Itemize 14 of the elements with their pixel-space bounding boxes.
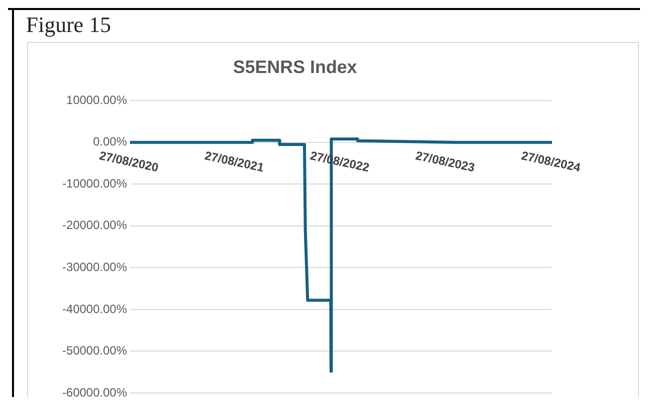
x-tick-label: 27/08/2022 — [308, 148, 371, 175]
y-tick-label: -60000.00% — [62, 385, 128, 400]
y-tick-label: 0.00% — [92, 134, 128, 149]
chart-title: S5ENRS Index — [232, 56, 358, 77]
y-tick-label: 10000.00% — [66, 92, 128, 107]
y-tick-label: -10000.00% — [62, 176, 128, 190]
x-tick-label: 27/08/2023 — [414, 148, 476, 175]
caption: Figure 15 — [26, 12, 111, 38]
y-tick-label: -40000.00% — [62, 302, 128, 316]
y-tick-label: -30000.00% — [62, 260, 128, 274]
y-tick-label: -50000.00% — [62, 344, 128, 358]
x-tick-label: 27/08/2020 — [98, 148, 160, 175]
y-tick-label: -20000.00% — [62, 218, 128, 232]
x-tick-label: 27/08/2024 — [520, 148, 582, 175]
